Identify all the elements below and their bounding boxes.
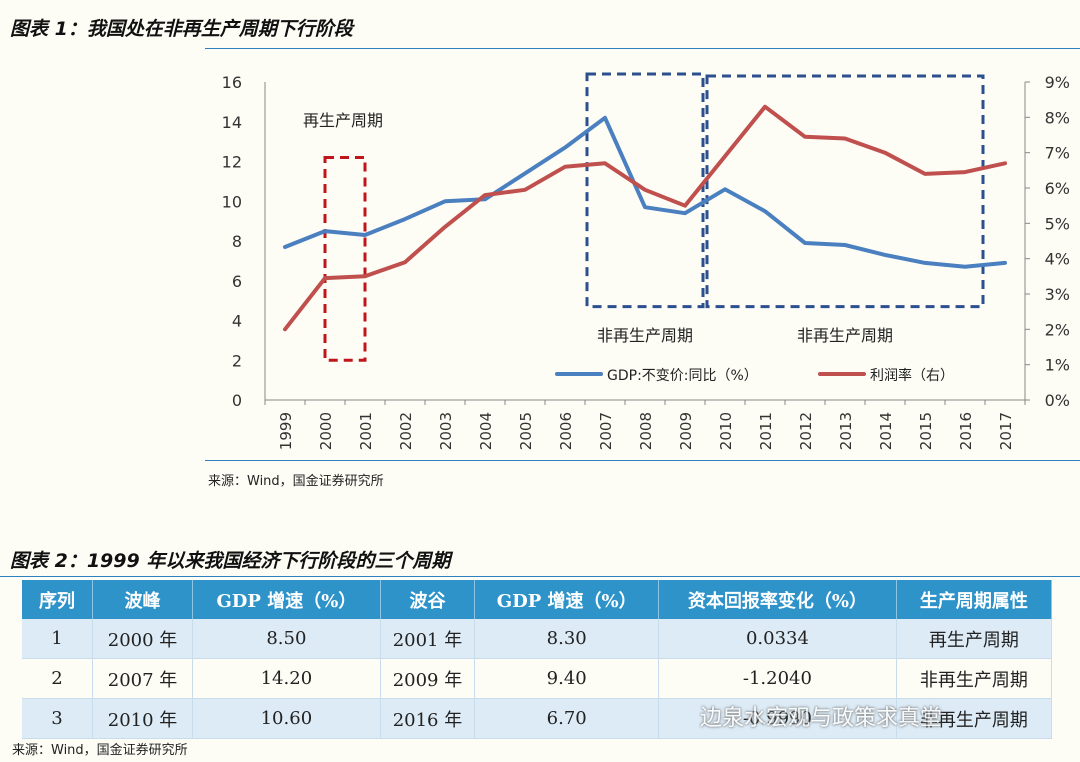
x-tick-label: 2007 — [597, 412, 615, 450]
cell-peak-gdp: 10.60 — [192, 698, 381, 739]
cell-cycle-type: 非再生产周期 — [896, 658, 1053, 699]
table-row: 1 2000 年 8.50 2001 年 8.30 0.0334 再生产周期 — [22, 619, 1053, 659]
cycle-label: 再生产周期 — [303, 111, 383, 130]
figure1-title-rule — [205, 48, 1080, 49]
x-tick-label: 2003 — [437, 412, 455, 450]
cell-cycle-type: 再生产周期 — [896, 619, 1053, 659]
cycle-box — [705, 74, 985, 309]
x-tick-label: 2006 — [557, 412, 575, 450]
table-row: 2 2007 年 14.20 2009 年 9.40 -1.2040 非再生产周… — [22, 658, 1053, 699]
y-left-tick-label: 2 — [232, 351, 242, 370]
series-line — [283, 115, 1007, 269]
x-tick-label: 2000 — [317, 412, 335, 450]
cycle-box — [585, 72, 705, 309]
table-header-row: 序列 波峰 GDP 增速（%） 波谷 GDP 增速（%） 资本回报率变化（%） … — [22, 580, 1053, 619]
cell-peak: 2000 年 — [92, 619, 194, 659]
header-trough: 波谷 — [380, 580, 476, 619]
cycle-box — [323, 156, 367, 362]
cycle-label: 非再生产周期 — [597, 326, 693, 345]
figure1-title: 图表 1：我国处在非再生产周期下行阶段 — [10, 18, 353, 40]
figure1-bottom-rule — [205, 460, 1080, 461]
y-left-tick-label: 12 — [222, 153, 242, 172]
y-right-tick-label: 9% — [1045, 73, 1070, 92]
y-right-tick-label: 6% — [1045, 179, 1070, 198]
cell-index: 1 — [22, 619, 93, 659]
x-tick-label: 1999 — [277, 412, 295, 450]
legend-label: GDP:不变价:同比（%） — [607, 368, 758, 384]
x-tick-label: 2008 — [637, 412, 655, 450]
x-tick-label: 2011 — [757, 412, 775, 450]
cell-peak: 2007 年 — [92, 658, 194, 699]
header-cycle-type: 生产周期属性 — [896, 580, 1053, 619]
x-tick-label: 2002 — [397, 412, 415, 450]
x-tick-label: 2017 — [997, 412, 1015, 450]
figure2-source: 来源：Wind，国金证券研究所 — [12, 743, 188, 758]
x-tick-label: 2015 — [917, 412, 935, 450]
x-tick-label: 2009 — [677, 412, 695, 450]
y-right-tick-label: 5% — [1045, 214, 1070, 233]
watermark: 边泉水宏观与政策求真堂 — [700, 706, 943, 731]
cell-peak-gdp: 8.50 — [192, 619, 381, 659]
figure2-title-rule — [0, 576, 1080, 577]
header-trough-gdp: GDP 增速（%） — [474, 580, 660, 619]
y-right-tick-label: 7% — [1045, 144, 1070, 163]
table-row: 3 2010 年 10.60 2016 年 6.70 -0.9990 非再生产周… — [22, 698, 1053, 739]
cell-trough: 2009 年 — [380, 658, 476, 699]
y-left-tick-label: 14 — [222, 113, 242, 132]
cell-trough-gdp: 6.70 — [474, 698, 660, 739]
cell-peak: 2010 年 — [92, 698, 194, 739]
y-left-tick-label: 10 — [222, 192, 242, 211]
figure2-title: 图表 2：1999 年以来我国经济下行阶段的三个周期 — [10, 550, 451, 572]
cell-return-change: 0.0334 — [658, 619, 897, 659]
y-right-tick-label: 4% — [1045, 250, 1070, 269]
y-left-tick-label: 0 — [232, 391, 242, 410]
cycles-table: 序列 波峰 GDP 增速（%） 波谷 GDP 增速（%） 资本回报率变化（%） … — [22, 580, 1053, 739]
y-left-tick-label: 6 — [232, 272, 242, 291]
header-index: 序列 — [22, 580, 93, 619]
y-right-tick-label: 8% — [1045, 108, 1070, 127]
cell-cycle-type: 非再生产周期 — [896, 698, 1053, 739]
x-tick-label: 2005 — [517, 412, 535, 450]
y-right-tick-label: 2% — [1045, 320, 1070, 339]
x-tick-label: 2014 — [877, 412, 895, 450]
x-tick-label: 2016 — [957, 412, 975, 450]
x-tick-label: 2010 — [717, 412, 735, 450]
y-left-tick-label: 8 — [232, 232, 242, 251]
y-right-tick-label: 3% — [1045, 285, 1070, 304]
cell-index: 2 — [22, 658, 93, 699]
y-left-tick-label: 16 — [222, 73, 242, 92]
x-tick-label: 2013 — [837, 412, 855, 450]
legend-label: 利润率（右） — [870, 367, 954, 384]
cell-return-change: -1.2040 — [658, 658, 897, 699]
x-tick-label: 2012 — [797, 412, 815, 450]
header-peak-gdp: GDP 增速（%） — [192, 580, 381, 619]
header-return-change: 资本回报率变化（%） — [658, 580, 897, 619]
x-tick-label: 2004 — [477, 412, 495, 450]
series-line — [283, 104, 1007, 332]
header-peak: 波峰 — [92, 580, 194, 619]
gdp-profit-chart: 0 2 4 6 8 10 12 14 16 0% 1% 2% 3% 4% 5% 6% 7% 8% 9% 1999 200… — [222, 72, 1070, 450]
y-left-tick-label: 4 — [232, 312, 242, 331]
cell-trough-gdp: 9.40 — [474, 658, 660, 699]
cycle-label: 非再生产周期 — [797, 326, 893, 345]
figure1-source: 来源：Wind，国金证券研究所 — [208, 474, 384, 489]
cell-index: 3 — [22, 698, 93, 739]
cell-trough-gdp: 8.30 — [474, 619, 660, 659]
cell-trough: 2016 年 — [380, 698, 476, 739]
x-tick-label: 2001 — [357, 412, 375, 450]
y-right-tick-label: 0% — [1045, 391, 1070, 410]
cell-peak-gdp: 14.20 — [192, 658, 381, 699]
cell-trough: 2001 年 — [380, 619, 476, 659]
cell-return-change: -0.9990 — [658, 698, 897, 739]
y-right-tick-label: 1% — [1045, 356, 1070, 375]
